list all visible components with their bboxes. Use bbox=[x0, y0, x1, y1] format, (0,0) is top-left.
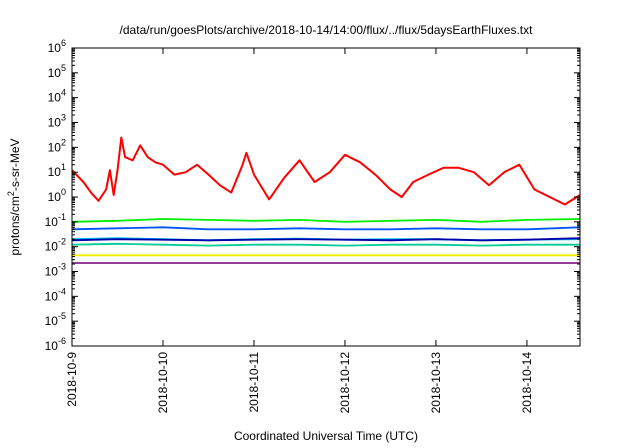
y-tick-base: 10 bbox=[45, 240, 59, 254]
y-tick-base: 10 bbox=[45, 289, 59, 303]
y-tick-label: 10-6 bbox=[45, 336, 66, 353]
y-tick-label: 10-1 bbox=[45, 212, 66, 229]
y-tick-base: 10 bbox=[48, 91, 62, 105]
y-tick-exponent: -2 bbox=[58, 237, 66, 247]
y-tick-label: 106 bbox=[48, 38, 66, 55]
y-tick-base: 10 bbox=[45, 314, 59, 328]
y-tick-exponent: 3 bbox=[61, 113, 66, 123]
x-tick-label: 2018-10-14 bbox=[520, 352, 534, 414]
y-tick-label: 103 bbox=[48, 113, 66, 130]
series-line-0 bbox=[71, 136, 581, 206]
y-tick-base: 10 bbox=[48, 140, 62, 154]
y-axis-label-superscript: 2 bbox=[6, 191, 16, 196]
series-line-5 bbox=[71, 242, 580, 247]
y-tick-label: 100 bbox=[48, 187, 66, 204]
y-tick-exponent: 4 bbox=[61, 88, 66, 98]
y-tick-exponent: -5 bbox=[58, 311, 66, 321]
x-tick-label: 2018-10-13 bbox=[429, 352, 443, 414]
y-tick-base: 10 bbox=[48, 165, 62, 179]
series-line-1 bbox=[71, 218, 581, 223]
y-tick-label: 10-5 bbox=[45, 311, 66, 328]
series-layer bbox=[71, 136, 581, 264]
x-tick-label: 2018-10-12 bbox=[338, 352, 352, 414]
y-tick-exponent: 0 bbox=[61, 187, 66, 197]
y-axis-label: protons/cm2-s-sr-MeV bbox=[6, 138, 22, 255]
y-tick-base: 10 bbox=[45, 265, 59, 279]
y-axis-label-units: -s-sr-MeV bbox=[8, 138, 22, 191]
y-tick-label: 10-2 bbox=[45, 237, 66, 254]
y-tick-label: 105 bbox=[48, 63, 66, 80]
y-tick-exponent: -1 bbox=[58, 212, 66, 222]
y-axis: 10-610-510-410-310-210-11001011021031041… bbox=[45, 38, 580, 353]
y-tick-exponent: -6 bbox=[58, 336, 66, 346]
series-line-4 bbox=[71, 237, 581, 242]
y-tick-exponent: 6 bbox=[61, 38, 66, 48]
y-tick-exponent: 1 bbox=[61, 162, 66, 172]
y-tick-exponent: -4 bbox=[58, 286, 66, 296]
y-tick-base: 10 bbox=[48, 116, 62, 130]
x-tick-label: 2018-10-10 bbox=[156, 352, 170, 414]
y-tick-label: 102 bbox=[48, 137, 66, 154]
y-tick-label: 10-4 bbox=[45, 286, 66, 303]
y-tick-base: 10 bbox=[45, 215, 59, 229]
y-tick-exponent: -3 bbox=[58, 262, 66, 272]
y-tick-exponent: 2 bbox=[61, 137, 66, 147]
y-tick-base: 10 bbox=[48, 66, 62, 80]
y-tick-base: 10 bbox=[45, 339, 59, 353]
chart-title: /data/run/goesPlots/archive/2018-10-14/1… bbox=[120, 23, 534, 37]
y-tick-exponent: 5 bbox=[61, 63, 66, 73]
y-tick-label: 104 bbox=[48, 88, 66, 105]
plot-frame bbox=[71, 47, 581, 347]
y-tick-base: 10 bbox=[48, 41, 62, 55]
x-axis: 2018-10-9 2018-10-10 2018-10-11 2018-10-12 2… bbox=[65, 48, 534, 413]
x-tick-label: 2018-10-11 bbox=[247, 352, 261, 413]
y-tick-label: 10-3 bbox=[45, 262, 66, 279]
y-tick-label: 101 bbox=[48, 162, 66, 179]
x-axis-label: Coordinated Universal Time (UTC) bbox=[234, 429, 418, 443]
series-line-2 bbox=[71, 226, 581, 231]
y-axis-label-main: protons/cm bbox=[8, 196, 22, 255]
x-tick-label: 2018-10-9 bbox=[65, 352, 79, 407]
y-tick-base: 10 bbox=[48, 190, 62, 204]
